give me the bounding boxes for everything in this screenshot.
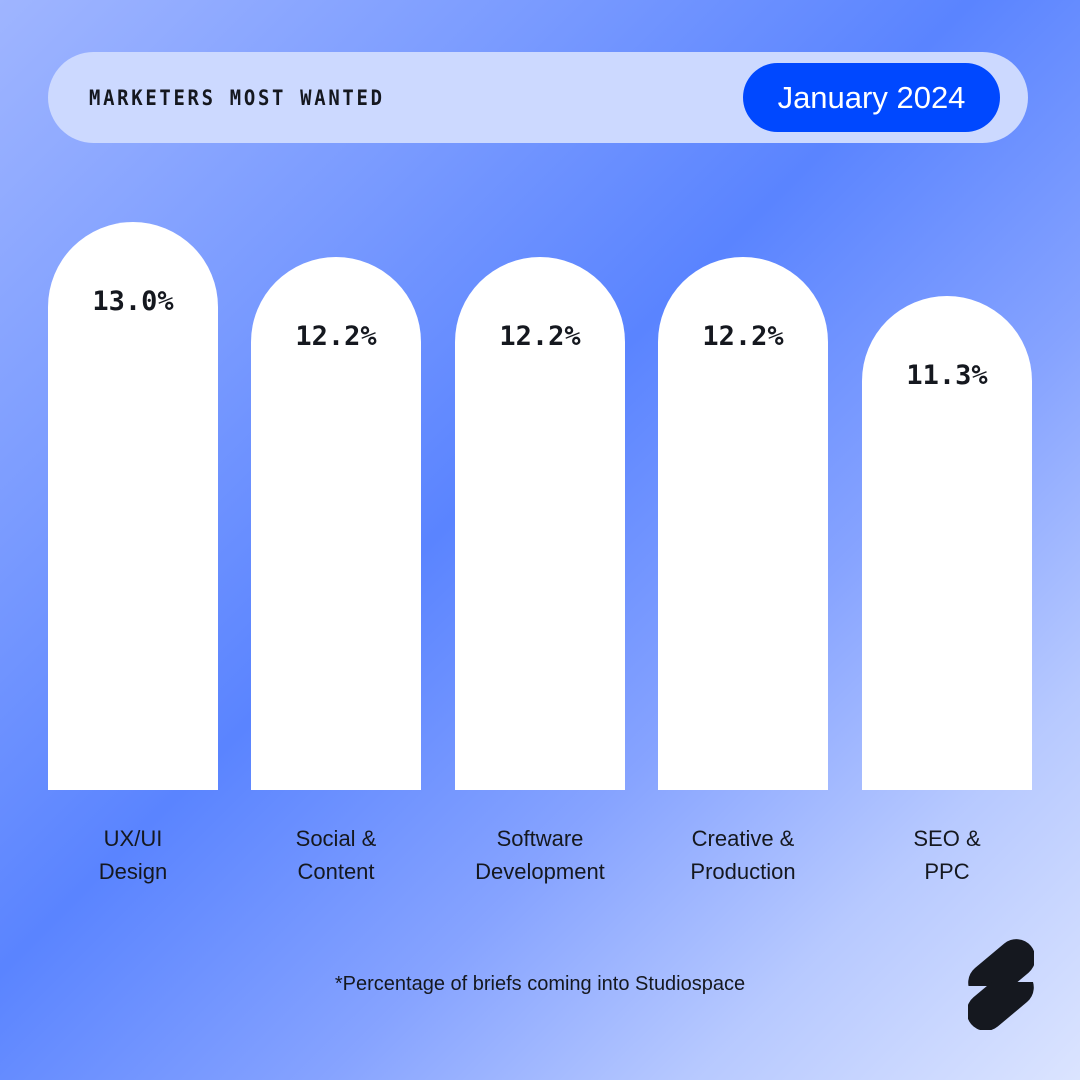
bar-0: 13.0%: [48, 221, 218, 790]
category-label-line: Creative &: [691, 826, 795, 851]
category-label-line: Software: [496, 826, 584, 851]
bar-3: 12.2%: [658, 256, 828, 790]
category-label-line: PPC: [924, 859, 970, 884]
footnote: *Percentage of briefs coming into Studio…: [334, 973, 746, 995]
data-label: 12.2%: [295, 320, 377, 352]
data-label: 12.2%: [702, 320, 784, 352]
category-label: Software Development: [430, 822, 650, 888]
category-label-line: UX/UI: [103, 826, 163, 851]
data-label: 13.0%: [92, 285, 174, 317]
category-label: UX/UI Design: [23, 822, 243, 888]
category-label-line: SEO &: [913, 826, 981, 851]
category-label: Creative & Production: [633, 822, 853, 888]
category-label: SEO & PPC: [837, 822, 1057, 888]
category-label: Social & Content: [226, 822, 446, 888]
category-label-line: Design: [98, 859, 168, 884]
chart-title: MARKETERS MOST WANTED: [89, 86, 385, 110]
data-label: 11.3%: [906, 360, 988, 392]
category-label-line: Development: [475, 859, 605, 884]
bar-1: 12.2%: [251, 256, 421, 790]
category-label-line: Social &: [295, 826, 377, 851]
category-label-line: Production: [690, 859, 796, 884]
header-pill: MARKETERS MOST WANTED January 2024: [48, 52, 1028, 143]
data-label: 12.2%: [499, 320, 581, 352]
date-badge: January 2024: [743, 63, 1000, 132]
bar-4: 11.3%: [862, 296, 1032, 790]
studiospace-logo-icon: [968, 939, 1034, 1030]
category-label-line: Content: [297, 859, 375, 884]
bar-2: 12.2%: [455, 256, 625, 790]
